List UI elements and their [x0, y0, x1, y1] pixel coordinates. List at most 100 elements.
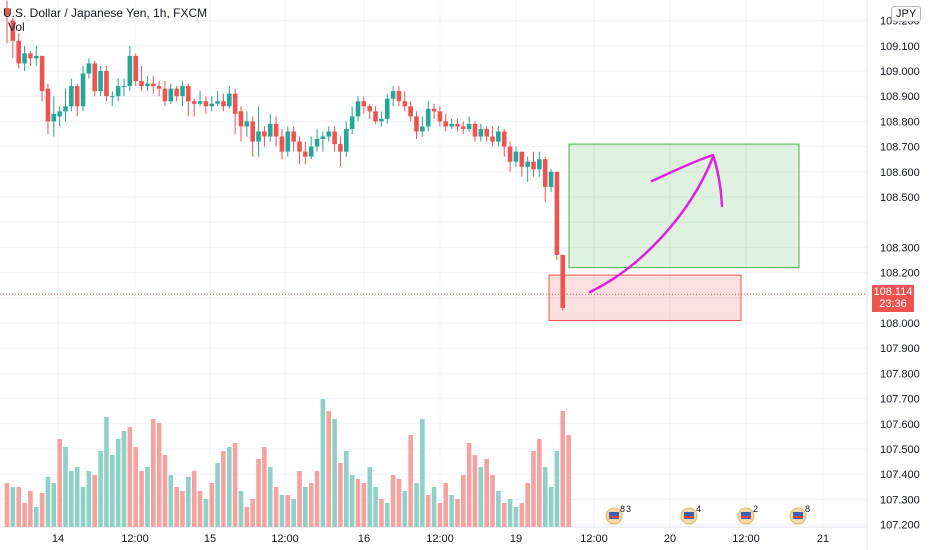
y-tick-label: 108.700	[880, 142, 920, 154]
volume-bar	[127, 427, 133, 527]
candle-body	[379, 118, 384, 122]
volume-bar	[186, 477, 191, 527]
volume-bar	[221, 451, 226, 527]
x-tick-label: 14	[52, 533, 64, 545]
volume-bar	[145, 467, 150, 527]
x-tick-label: 20	[664, 533, 676, 545]
candle-body	[344, 128, 349, 152]
volume-bar	[174, 487, 179, 527]
candle-body	[513, 151, 519, 162]
volume-bar	[28, 491, 33, 527]
volume-bar	[86, 471, 92, 527]
candle-body	[367, 106, 372, 112]
y-tick-label: 107.900	[880, 343, 920, 355]
volume-bar	[496, 491, 501, 527]
candle-body	[104, 71, 109, 97]
candle-body	[57, 111, 62, 117]
candle-body	[256, 131, 261, 142]
x-tick-label: 16	[358, 533, 370, 545]
volume-bar	[338, 463, 343, 527]
candle-body	[308, 146, 314, 157]
candle-body	[297, 141, 302, 152]
event-count-prefix: 8	[620, 504, 625, 514]
event-count: 3	[626, 504, 631, 514]
volume-bar	[344, 451, 349, 527]
volume-bar	[262, 447, 267, 527]
y-tick-label: 107.500	[880, 444, 920, 456]
x-tick-label: 12:00	[121, 533, 149, 545]
volume-bar	[408, 435, 413, 527]
candle-body	[554, 171, 560, 255]
candle-body	[244, 121, 250, 127]
candle-body	[461, 126, 466, 129]
volume-bar	[431, 487, 437, 527]
volume-bar	[525, 483, 530, 527]
flag-icon	[684, 512, 694, 519]
candle-body	[232, 93, 238, 114]
volume-bar	[279, 495, 285, 527]
volume-bar	[104, 417, 109, 527]
volume-bar	[332, 419, 337, 527]
candle-body	[537, 159, 542, 170]
candle-body	[420, 126, 425, 132]
y-tick-label: 107.600	[880, 419, 920, 431]
candle-body	[408, 106, 413, 117]
x-tick-label: 19	[510, 533, 522, 545]
volume-bar	[209, 483, 215, 527]
x-tick-label: 12:00	[426, 533, 454, 545]
x-tick-label: 12:00	[580, 533, 608, 545]
candle-body	[215, 101, 220, 104]
candle-body	[384, 98, 390, 119]
y-tick-label: 107.700	[880, 394, 920, 406]
flag-icon	[741, 512, 751, 519]
volume-bar	[16, 487, 21, 527]
y-tick-label: 108.500	[880, 192, 920, 204]
candle-body	[127, 55, 133, 87]
y-tick-label: 107.800	[880, 368, 920, 380]
volume-bar	[133, 447, 138, 527]
volume-bar	[554, 451, 560, 527]
event-count: 8	[805, 504, 810, 514]
candle-body	[51, 113, 57, 122]
countdown-timer: 23:36	[879, 298, 907, 310]
candle-body	[548, 171, 554, 187]
volume-bar	[203, 499, 209, 527]
y-tick-label: 108.200	[880, 268, 920, 280]
volume-bar	[379, 499, 384, 527]
volume-bar	[361, 483, 367, 527]
candle-body	[390, 91, 396, 99]
volume-bar	[80, 487, 86, 527]
volume-bar	[191, 471, 197, 527]
volume-bar	[74, 467, 80, 527]
candle-body	[478, 128, 484, 137]
volume-indicator-label[interactable]: Vol	[8, 20, 25, 34]
candle-body	[496, 131, 501, 142]
y-tick-label: 107.300	[880, 494, 920, 506]
candle-body	[303, 151, 308, 157]
candle-body	[560, 254, 566, 308]
candle-body	[28, 53, 33, 59]
y-tick-label: 108.300	[880, 242, 920, 254]
candle-body	[414, 116, 419, 132]
volume-bar	[472, 455, 478, 527]
candle-body	[472, 123, 478, 137]
target-zone	[568, 143, 800, 269]
volume-bar	[180, 491, 185, 527]
volume-bar	[490, 475, 495, 527]
volume-bar	[461, 475, 466, 527]
candle-body	[250, 121, 255, 142]
volume-bar	[297, 471, 302, 527]
chart-title: U.S. Dollar / Japanese Yen, 1h, FXCM	[3, 6, 208, 20]
volume-bar	[139, 471, 144, 527]
volume-bar	[63, 447, 68, 527]
volume-bar	[449, 495, 454, 527]
candle-body	[314, 139, 320, 147]
y-tick-label: 108.000	[880, 318, 920, 330]
volume-bar	[121, 431, 127, 527]
candle-body	[355, 101, 361, 117]
last-price-value: 108.114	[873, 286, 913, 298]
candle-body	[484, 128, 489, 137]
currency-badge[interactable]: JPY	[891, 6, 922, 22]
volume-bar	[484, 459, 489, 527]
